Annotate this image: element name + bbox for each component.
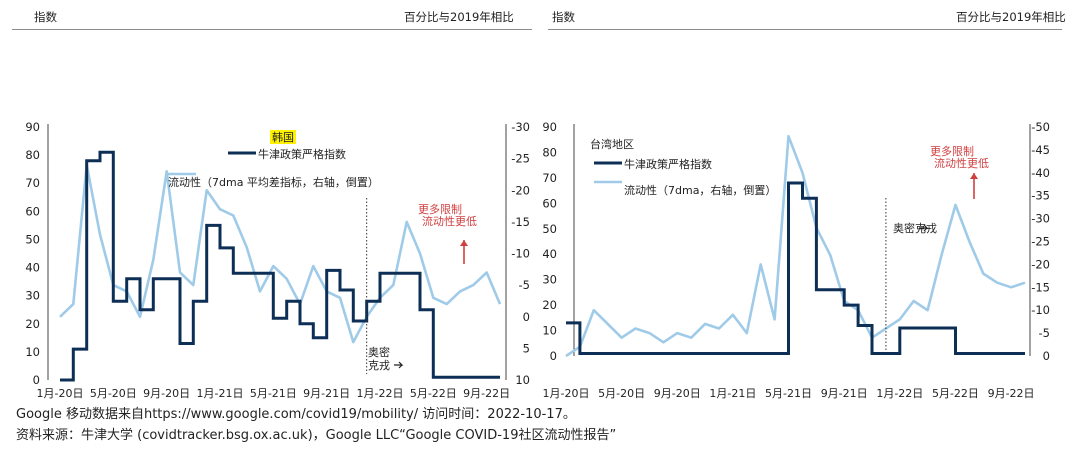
right-tick-label: 0 (1043, 349, 1050, 363)
left-tick-label: 60 (25, 204, 40, 218)
left-tick-label: 50 (542, 222, 557, 236)
left-tick-label: 80 (25, 148, 40, 162)
up-arrow-icon (970, 173, 978, 179)
x-tick-label: 5月-21日 (250, 387, 297, 400)
restriction-annotation: 更多限制 (930, 144, 974, 158)
x-tick-label: 1月-21日 (197, 387, 244, 400)
omicron-arrow-icon (919, 224, 929, 232)
x-tick-label: 1月-20日 (37, 387, 84, 400)
x-tick-label: 5月-21日 (765, 387, 812, 400)
left-tick-label: 90 (542, 120, 557, 134)
right-axis-unit-2: 百分比与2019年相比 (956, 10, 1066, 24)
left-tick-label: 50 (25, 232, 40, 246)
right-tick-label: -5 (1039, 326, 1050, 340)
restriction-annotation: 更多限制 (418, 202, 462, 216)
omicron-label: 奥密克戎 (893, 221, 937, 235)
right-tick-label: -25 (1031, 235, 1050, 249)
left-tick-label: 90 (25, 120, 40, 134)
up-arrow-icon (460, 240, 468, 246)
x-tick-label: 5月-20日 (598, 387, 645, 400)
x-tick-label: 5月-20日 (90, 387, 137, 400)
left-tick-label: 30 (542, 273, 557, 287)
x-tick-label: 9月-22日 (463, 387, 510, 400)
policy-data-source: 资料来源：牛津大学 (covidtracker.bsg.ox.ac.uk)，Go… (16, 428, 617, 443)
x-tick-label: 5月-22日 (410, 387, 457, 400)
x-tick-label: 1月-22日 (876, 387, 923, 400)
right-tick-label: -15 (1031, 280, 1050, 294)
right-tick-label: -20 (511, 183, 530, 197)
x-tick-label: 9月-22日 (988, 387, 1035, 400)
right-tick-label: 5 (523, 341, 530, 355)
right-tick-label: -40 (1031, 166, 1050, 180)
left-tick-label: 20 (25, 317, 40, 331)
left-tick-label: 40 (25, 261, 40, 275)
legend-label-stringency: 牛津政策严格指数 (258, 147, 346, 161)
x-tick-label: 9月-21日 (821, 387, 868, 400)
omicron-label: 克戎 (368, 359, 390, 372)
legend-label-stringency: 牛津政策严格指数 (624, 157, 712, 171)
chart-title: 韩国 (272, 130, 294, 144)
x-tick-label: 9月-20日 (654, 387, 701, 400)
left-tick-label: 80 (542, 145, 557, 159)
legend-label-mobility: 流动性（7dma 平均差指标，右轴，倒置） (168, 175, 379, 189)
x-tick-label: 9月-21日 (303, 387, 350, 400)
stringency-line (566, 181, 1025, 355)
mobility-line (59, 163, 502, 344)
header-divider-left (12, 29, 532, 30)
right-tick-label: -20 (1031, 257, 1050, 271)
x-tick-label: 1月-21日 (709, 387, 756, 400)
x-tick-label: 1月-20日 (543, 387, 590, 400)
right-tick-label: -50 (1031, 120, 1050, 134)
x-tick-label: 9月-20日 (143, 387, 190, 400)
left-axis-unit-2: 指数 (552, 10, 575, 24)
left-axis-unit-1: 指数 (34, 10, 57, 24)
right-tick-label: -15 (511, 215, 530, 229)
left-tick-label: 70 (25, 176, 40, 190)
x-tick-label: 1月-22日 (357, 387, 404, 400)
left-tick-label: 20 (542, 298, 557, 312)
header-divider-right (548, 29, 1062, 30)
mobility-data-source: Google 移动数据来自https://www.google.com/covi… (16, 407, 576, 422)
right-tick-label: 0 (523, 310, 530, 324)
right-tick-label: -35 (1031, 189, 1050, 203)
x-tick-label: 5月-22日 (932, 387, 979, 400)
right-tick-label: -30 (1031, 212, 1050, 226)
right-tick-label: -5 (519, 278, 530, 292)
left-tick-label: 70 (542, 171, 557, 185)
right-tick-label: -10 (511, 247, 530, 261)
legend-label-mobility: 流动性（7dma，右轴，倒置） (624, 183, 776, 197)
right-tick-label: -45 (1031, 143, 1050, 157)
left-tick-label: 60 (542, 196, 557, 210)
left-tick-label: 30 (25, 289, 40, 303)
mobility-line (565, 134, 1026, 358)
right-tick-label: -10 (1031, 303, 1050, 317)
right-axis-unit-1: 百分比与2019年相比 (404, 10, 514, 24)
right-tick-label: -25 (511, 152, 530, 166)
left-tick-label: 10 (542, 324, 557, 338)
restriction-annotation: 流动性更低 (422, 214, 477, 228)
chart-title: 台湾地区 (590, 137, 634, 151)
title-highlight (270, 130, 296, 144)
right-tick-label: 10 (515, 373, 530, 387)
restriction-annotation: 流动性更低 (934, 156, 989, 170)
omicron-arrow-icon (394, 361, 404, 369)
left-tick-label: 10 (25, 345, 40, 359)
left-tick-label: 40 (542, 247, 557, 261)
left-tick-label: 0 (550, 349, 557, 363)
right-tick-label: -30 (511, 120, 530, 134)
left-tick-label: 0 (33, 373, 40, 387)
stringency-line (60, 150, 500, 382)
omicron-label: 奥密 (368, 345, 390, 359)
